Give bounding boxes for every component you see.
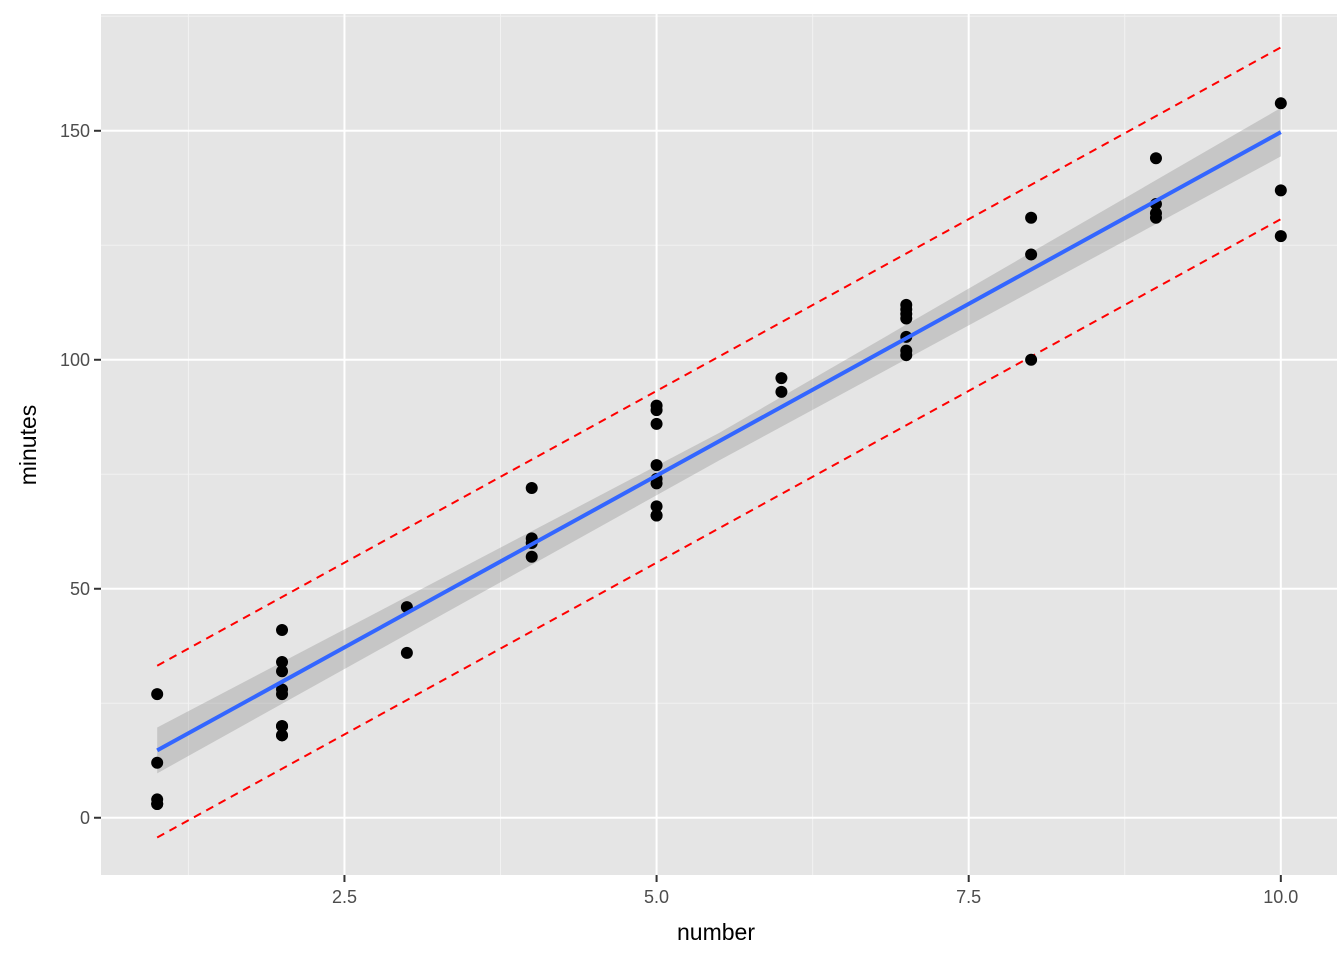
data-point — [650, 417, 663, 430]
data-point — [276, 656, 289, 669]
data-point — [775, 372, 788, 385]
data-point — [1274, 230, 1287, 243]
data-point — [650, 509, 663, 522]
data-point — [525, 550, 538, 563]
data-point — [650, 459, 663, 472]
x-tick-label: 5.0 — [644, 887, 669, 907]
data-points — [151, 97, 1287, 811]
prediction-lower-line — [156, 218, 1282, 839]
panel-background — [101, 14, 1337, 875]
x-tick-label: 2.5 — [332, 887, 357, 907]
data-point — [400, 646, 413, 659]
data-point — [276, 688, 289, 701]
data-point — [650, 404, 663, 417]
data-point — [1274, 97, 1287, 110]
data-point — [151, 688, 164, 701]
data-point — [1149, 211, 1162, 224]
minor-gridlines — [101, 14, 1337, 875]
major-gridlines — [101, 14, 1337, 875]
data-point — [276, 720, 289, 733]
data-point — [151, 756, 164, 769]
data-point — [1025, 353, 1038, 366]
y-tick-label: 150 — [60, 121, 90, 141]
data-point — [650, 500, 663, 513]
x-axis-ticks: 2.5 5.0 7.5 10.0 — [332, 875, 1298, 907]
y-axis-ticks: 0 50 100 150 — [60, 121, 101, 828]
y-tick-label: 50 — [70, 579, 90, 599]
data-point — [525, 482, 538, 495]
data-point — [900, 349, 913, 362]
data-point — [650, 477, 663, 490]
data-point — [276, 665, 289, 678]
data-point — [1025, 248, 1038, 261]
data-point — [276, 729, 289, 742]
y-tick-label: 0 — [80, 808, 90, 828]
x-tick-label: 10.0 — [1263, 887, 1298, 907]
data-point — [900, 312, 913, 325]
data-point — [276, 623, 289, 636]
x-axis-title: number — [677, 919, 755, 945]
y-tick-label: 100 — [60, 350, 90, 370]
y-axis-title: minutes — [15, 405, 41, 486]
data-point — [1149, 152, 1162, 165]
regression-line — [156, 130, 1282, 753]
x-tick-label: 7.5 — [956, 887, 981, 907]
data-point — [151, 798, 164, 811]
data-point — [775, 385, 788, 398]
prediction-upper-line — [156, 46, 1282, 667]
data-point — [1025, 211, 1038, 224]
data-point — [1274, 184, 1287, 197]
